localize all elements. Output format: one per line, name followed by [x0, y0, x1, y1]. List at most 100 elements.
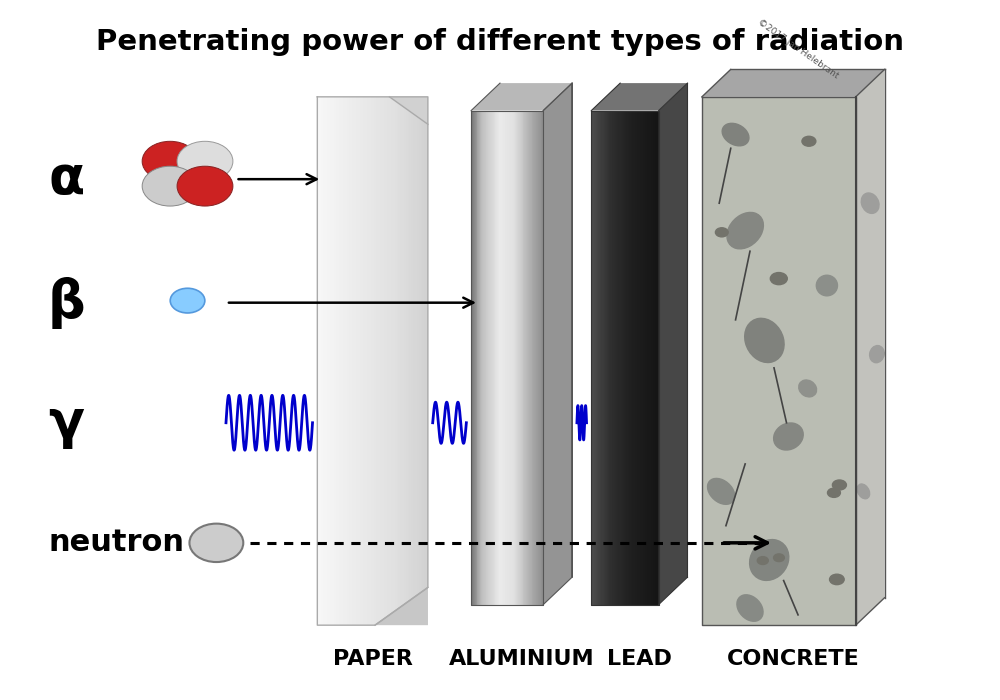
Polygon shape [601, 111, 603, 605]
Ellipse shape [816, 275, 837, 296]
Polygon shape [360, 97, 362, 625]
Polygon shape [354, 97, 356, 625]
Polygon shape [424, 97, 426, 625]
Polygon shape [659, 83, 687, 605]
Polygon shape [647, 111, 649, 605]
Polygon shape [604, 111, 605, 605]
Polygon shape [327, 97, 328, 625]
Polygon shape [338, 97, 339, 625]
Polygon shape [591, 83, 687, 111]
Polygon shape [387, 97, 389, 625]
Polygon shape [382, 97, 384, 625]
Ellipse shape [722, 123, 749, 146]
Polygon shape [658, 111, 659, 605]
Polygon shape [650, 111, 651, 605]
Polygon shape [594, 111, 595, 605]
Text: PAPER: PAPER [333, 650, 413, 669]
Polygon shape [325, 97, 327, 625]
Polygon shape [609, 111, 610, 605]
Polygon shape [374, 97, 376, 625]
Text: CONCRETE: CONCRETE [727, 650, 860, 669]
Polygon shape [638, 111, 640, 605]
Polygon shape [597, 111, 598, 605]
Polygon shape [389, 97, 391, 625]
Polygon shape [616, 111, 617, 605]
Polygon shape [591, 111, 592, 605]
Ellipse shape [799, 380, 817, 397]
Polygon shape [349, 97, 350, 625]
Polygon shape [406, 97, 408, 625]
Polygon shape [402, 97, 404, 625]
Polygon shape [363, 97, 365, 625]
Polygon shape [376, 97, 378, 625]
Polygon shape [358, 97, 360, 625]
Polygon shape [621, 111, 622, 605]
Polygon shape [413, 97, 415, 625]
Polygon shape [652, 111, 653, 605]
Polygon shape [610, 111, 612, 605]
Polygon shape [317, 97, 319, 625]
Polygon shape [606, 111, 607, 605]
Polygon shape [362, 97, 363, 625]
Polygon shape [633, 111, 634, 605]
Polygon shape [339, 97, 341, 625]
Circle shape [832, 480, 846, 490]
Polygon shape [651, 111, 652, 605]
Polygon shape [397, 97, 398, 625]
Polygon shape [702, 97, 856, 625]
Polygon shape [631, 111, 632, 605]
Polygon shape [334, 97, 336, 625]
Polygon shape [330, 97, 332, 625]
Ellipse shape [745, 318, 784, 363]
Polygon shape [400, 97, 402, 625]
Polygon shape [626, 111, 627, 605]
Polygon shape [336, 97, 338, 625]
Polygon shape [702, 69, 885, 97]
Polygon shape [543, 83, 572, 605]
Polygon shape [654, 111, 655, 605]
Polygon shape [332, 97, 334, 625]
Polygon shape [347, 97, 349, 625]
Polygon shape [352, 97, 354, 625]
Ellipse shape [861, 193, 879, 214]
Polygon shape [615, 111, 616, 605]
Polygon shape [356, 97, 358, 625]
Text: γ: γ [48, 397, 84, 449]
Polygon shape [415, 97, 417, 625]
Circle shape [177, 166, 233, 206]
Polygon shape [644, 111, 645, 605]
Polygon shape [422, 97, 424, 625]
Polygon shape [624, 111, 625, 605]
Polygon shape [603, 111, 604, 605]
Polygon shape [321, 97, 323, 625]
Polygon shape [471, 83, 572, 111]
Polygon shape [592, 111, 594, 605]
Polygon shape [328, 97, 330, 625]
Polygon shape [419, 97, 421, 625]
Polygon shape [404, 97, 406, 625]
Polygon shape [608, 111, 609, 605]
Text: Penetrating power of different types of radiation: Penetrating power of different types of … [96, 28, 904, 56]
Polygon shape [417, 97, 419, 625]
Circle shape [189, 524, 243, 562]
Ellipse shape [857, 484, 870, 498]
Circle shape [177, 141, 233, 181]
Polygon shape [619, 111, 621, 605]
Circle shape [827, 488, 840, 498]
Polygon shape [398, 97, 400, 625]
Polygon shape [656, 111, 658, 605]
Polygon shape [375, 587, 428, 625]
Polygon shape [617, 111, 618, 605]
Circle shape [774, 554, 784, 561]
Text: β: β [48, 276, 86, 329]
Polygon shape [345, 97, 347, 625]
Polygon shape [642, 111, 643, 605]
Polygon shape [373, 97, 374, 625]
Polygon shape [618, 111, 619, 605]
Polygon shape [426, 97, 428, 625]
Polygon shape [622, 111, 623, 605]
Ellipse shape [727, 212, 763, 248]
Polygon shape [595, 111, 596, 605]
Ellipse shape [708, 478, 735, 504]
Ellipse shape [774, 423, 803, 450]
